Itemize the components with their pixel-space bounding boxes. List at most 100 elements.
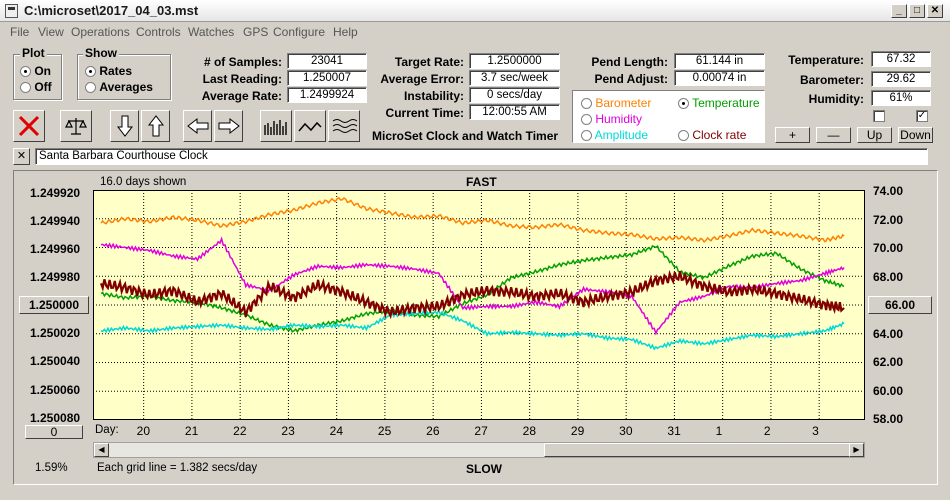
menu-file[interactable]: File [10, 25, 30, 39]
right-center-button[interactable]: 66.00 [868, 296, 932, 314]
humidity-field: 61% [871, 90, 931, 106]
x-tick-label: 31 [667, 424, 681, 438]
scroll-left-button[interactable]: ◀ [94, 443, 109, 457]
right-tick: 72.00 [873, 213, 904, 227]
average-rate-label: Average Rate: [201, 89, 282, 103]
x-tick-label: 21 [184, 424, 199, 438]
left-tick: 1.249960 [30, 242, 81, 256]
option-checkbox-left[interactable] [873, 110, 885, 122]
minimize-button[interactable]: _ [891, 4, 907, 18]
watch-name-field[interactable]: Santa Barbara Courthouse Clock [35, 148, 928, 165]
scroll-thumb[interactable] [544, 443, 850, 457]
x-tick-label: 29 [570, 424, 585, 438]
plot-off-label: Off [34, 80, 52, 94]
maximize-button[interactable]: □ [909, 4, 925, 18]
option-checkbox-right[interactable]: ✓ [916, 110, 928, 122]
show-averages-label: Averages [99, 80, 153, 94]
x-tick-label: 28 [522, 424, 537, 438]
left-center-button[interactable]: 1.250000 [19, 296, 89, 314]
window-title: C:\microset\2017_04_03.mst [24, 3, 199, 18]
balance-scale-icon [65, 118, 87, 135]
histogram-button[interactable] [260, 110, 292, 142]
percent-readout: 1.59% [35, 462, 68, 474]
chart-plot [93, 190, 865, 420]
x-tick-label: 27 [474, 424, 488, 438]
series-line-amplitude [100, 308, 845, 351]
right-tick: 62.00 [873, 355, 904, 369]
clear-watch-button[interactable]: ✕ [13, 148, 30, 165]
target-rate-field[interactable]: 1.2500000 [469, 53, 560, 69]
overlay-options-box: Barometer Temperature Humidity Amplitude… [572, 90, 765, 143]
histogram-icon [264, 120, 287, 135]
overlay-humidity-radio[interactable]: Humidity [581, 112, 642, 126]
left-tick: 1.250040 [30, 354, 81, 368]
right-tick: 70.00 [873, 241, 904, 255]
x-tick-label: 30 [619, 424, 633, 438]
x-tick-label: 3 [812, 424, 819, 438]
right-tick: 68.00 [873, 270, 904, 284]
overlay-humidity-label: Humidity [595, 112, 643, 126]
samples-label: # of Samples: [203, 55, 282, 69]
x-tick-label: 1 [715, 424, 723, 438]
barometer-field: 29.62 [871, 71, 931, 87]
series-line-barometer [100, 196, 845, 244]
menu-gps[interactable]: GPS [243, 25, 269, 39]
move-left-button[interactable] [183, 110, 212, 142]
radio-selected-icon [20, 66, 31, 78]
radio-icon [20, 82, 31, 94]
x-tick-label: 22 [233, 424, 247, 438]
overlay-temperature-radio[interactable]: Temperature [678, 96, 760, 110]
x-tick-label: 2 [763, 424, 771, 438]
show-rates-radio[interactable]: Rates [85, 64, 132, 78]
move-up-button[interactable] [141, 110, 170, 142]
balance-button[interactable] [60, 110, 92, 142]
app-caption: MicroSet Clock and Watch Timer [372, 129, 559, 143]
pend-adjust-field: 0.00074 in [674, 70, 765, 86]
menu-configure[interactable]: Configure [273, 25, 326, 39]
right-tick: 60.00 [873, 384, 904, 398]
menu-view[interactable]: View [38, 25, 64, 39]
plus-button[interactable]: + [775, 127, 810, 143]
menu-controls[interactable]: Controls [136, 25, 181, 39]
grid-note: Each grid line = 1.382 secs/day [97, 462, 258, 474]
overlay-clockrate-radio[interactable]: Clock rate [678, 128, 746, 142]
chart-title-slow: SLOW [466, 462, 502, 476]
show-rates-label: Rates [99, 64, 133, 78]
chart-panel [13, 170, 938, 485]
arrow-up-icon [147, 115, 164, 137]
move-right-button[interactable] [214, 110, 243, 142]
series-line-clock-rate [99, 269, 845, 320]
close-window-button[interactable]: ✕ [927, 4, 943, 18]
radio-selected-icon [85, 66, 96, 78]
overlay-barometer-radio[interactable]: Barometer [581, 96, 651, 110]
pend-length-label: Pend Length: [591, 55, 668, 69]
pend-adjust-label: Pend Adjust: [594, 72, 668, 86]
last-reading-label: Last Reading: [202, 72, 282, 86]
menu-operations[interactable]: Operations [71, 25, 130, 39]
current-time-field: 12:00:55 AM [469, 104, 560, 120]
last-reading-field: 1.250007 [287, 70, 367, 86]
delete-button[interactable] [13, 110, 45, 142]
plot-on-radio[interactable]: On [20, 64, 51, 78]
show-averages-radio[interactable]: Averages [85, 80, 153, 94]
multi-trace-button[interactable] [328, 110, 360, 142]
down-button[interactable]: Down [898, 127, 933, 143]
average-error-field: 3.7 sec/week [469, 70, 560, 86]
move-down-button[interactable] [110, 110, 139, 142]
overlay-amplitude-radio[interactable]: Amplitude [581, 128, 648, 142]
horizontal-scrollbar[interactable]: ◀ ▶ [93, 442, 865, 458]
scroll-right-button[interactable]: ▶ [849, 443, 864, 457]
menu-watches[interactable]: Watches [188, 25, 235, 39]
menu-help[interactable]: Help [333, 25, 358, 39]
line-graph-button[interactable] [294, 110, 326, 142]
minus-button[interactable]: — [816, 127, 851, 143]
right-tick: 58.00 [873, 412, 904, 426]
arrow-down-icon [116, 115, 133, 137]
plot-off-radio[interactable]: Off [20, 80, 52, 94]
radio-icon [85, 82, 96, 94]
overlay-barometer-label: Barometer [595, 96, 652, 110]
series-line-temperature [100, 245, 845, 334]
up-button[interactable]: Up [857, 127, 892, 143]
current-time-label: Current Time: [385, 106, 464, 120]
left-reset-button[interactable]: 0 [25, 425, 83, 439]
